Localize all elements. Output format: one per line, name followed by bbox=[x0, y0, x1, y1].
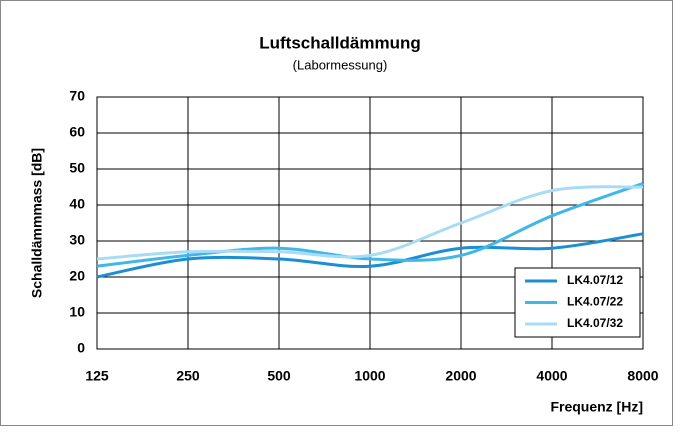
y-tick-label: 60 bbox=[69, 124, 85, 140]
y-tick-label: 70 bbox=[69, 88, 85, 104]
x-tick-label: 125 bbox=[85, 368, 109, 384]
x-axis-label: Frequenz [Hz] bbox=[550, 399, 643, 415]
y-axis-label: Schalldämmmass [dB] bbox=[29, 148, 45, 298]
y-tick-label: 30 bbox=[69, 232, 85, 248]
y-tick-label: 50 bbox=[69, 160, 85, 176]
chart-subtitle: (Labormessung) bbox=[293, 57, 388, 72]
legend-label: LK4.07/32 bbox=[567, 316, 623, 330]
legend-label: LK4.07/12 bbox=[567, 273, 623, 287]
series-line bbox=[96, 232, 644, 279]
y-tick-label: 0 bbox=[77, 340, 85, 356]
x-tick-label: 1000 bbox=[354, 368, 385, 384]
y-tick-label: 10 bbox=[69, 304, 85, 320]
y-tick-label: 20 bbox=[69, 268, 85, 284]
x-tick-label: 2000 bbox=[445, 368, 476, 384]
x-tick-label: 250 bbox=[176, 368, 200, 384]
x-tick-label: 8000 bbox=[627, 368, 658, 384]
series-line bbox=[96, 185, 644, 261]
y-tick-label: 40 bbox=[69, 196, 85, 212]
x-tick-label: 4000 bbox=[536, 368, 567, 384]
chart-title: Luftschalldämmung bbox=[259, 33, 421, 52]
series-line bbox=[96, 181, 644, 268]
x-tick-label: 500 bbox=[267, 368, 291, 384]
legend-label: LK4.07/22 bbox=[567, 295, 623, 309]
